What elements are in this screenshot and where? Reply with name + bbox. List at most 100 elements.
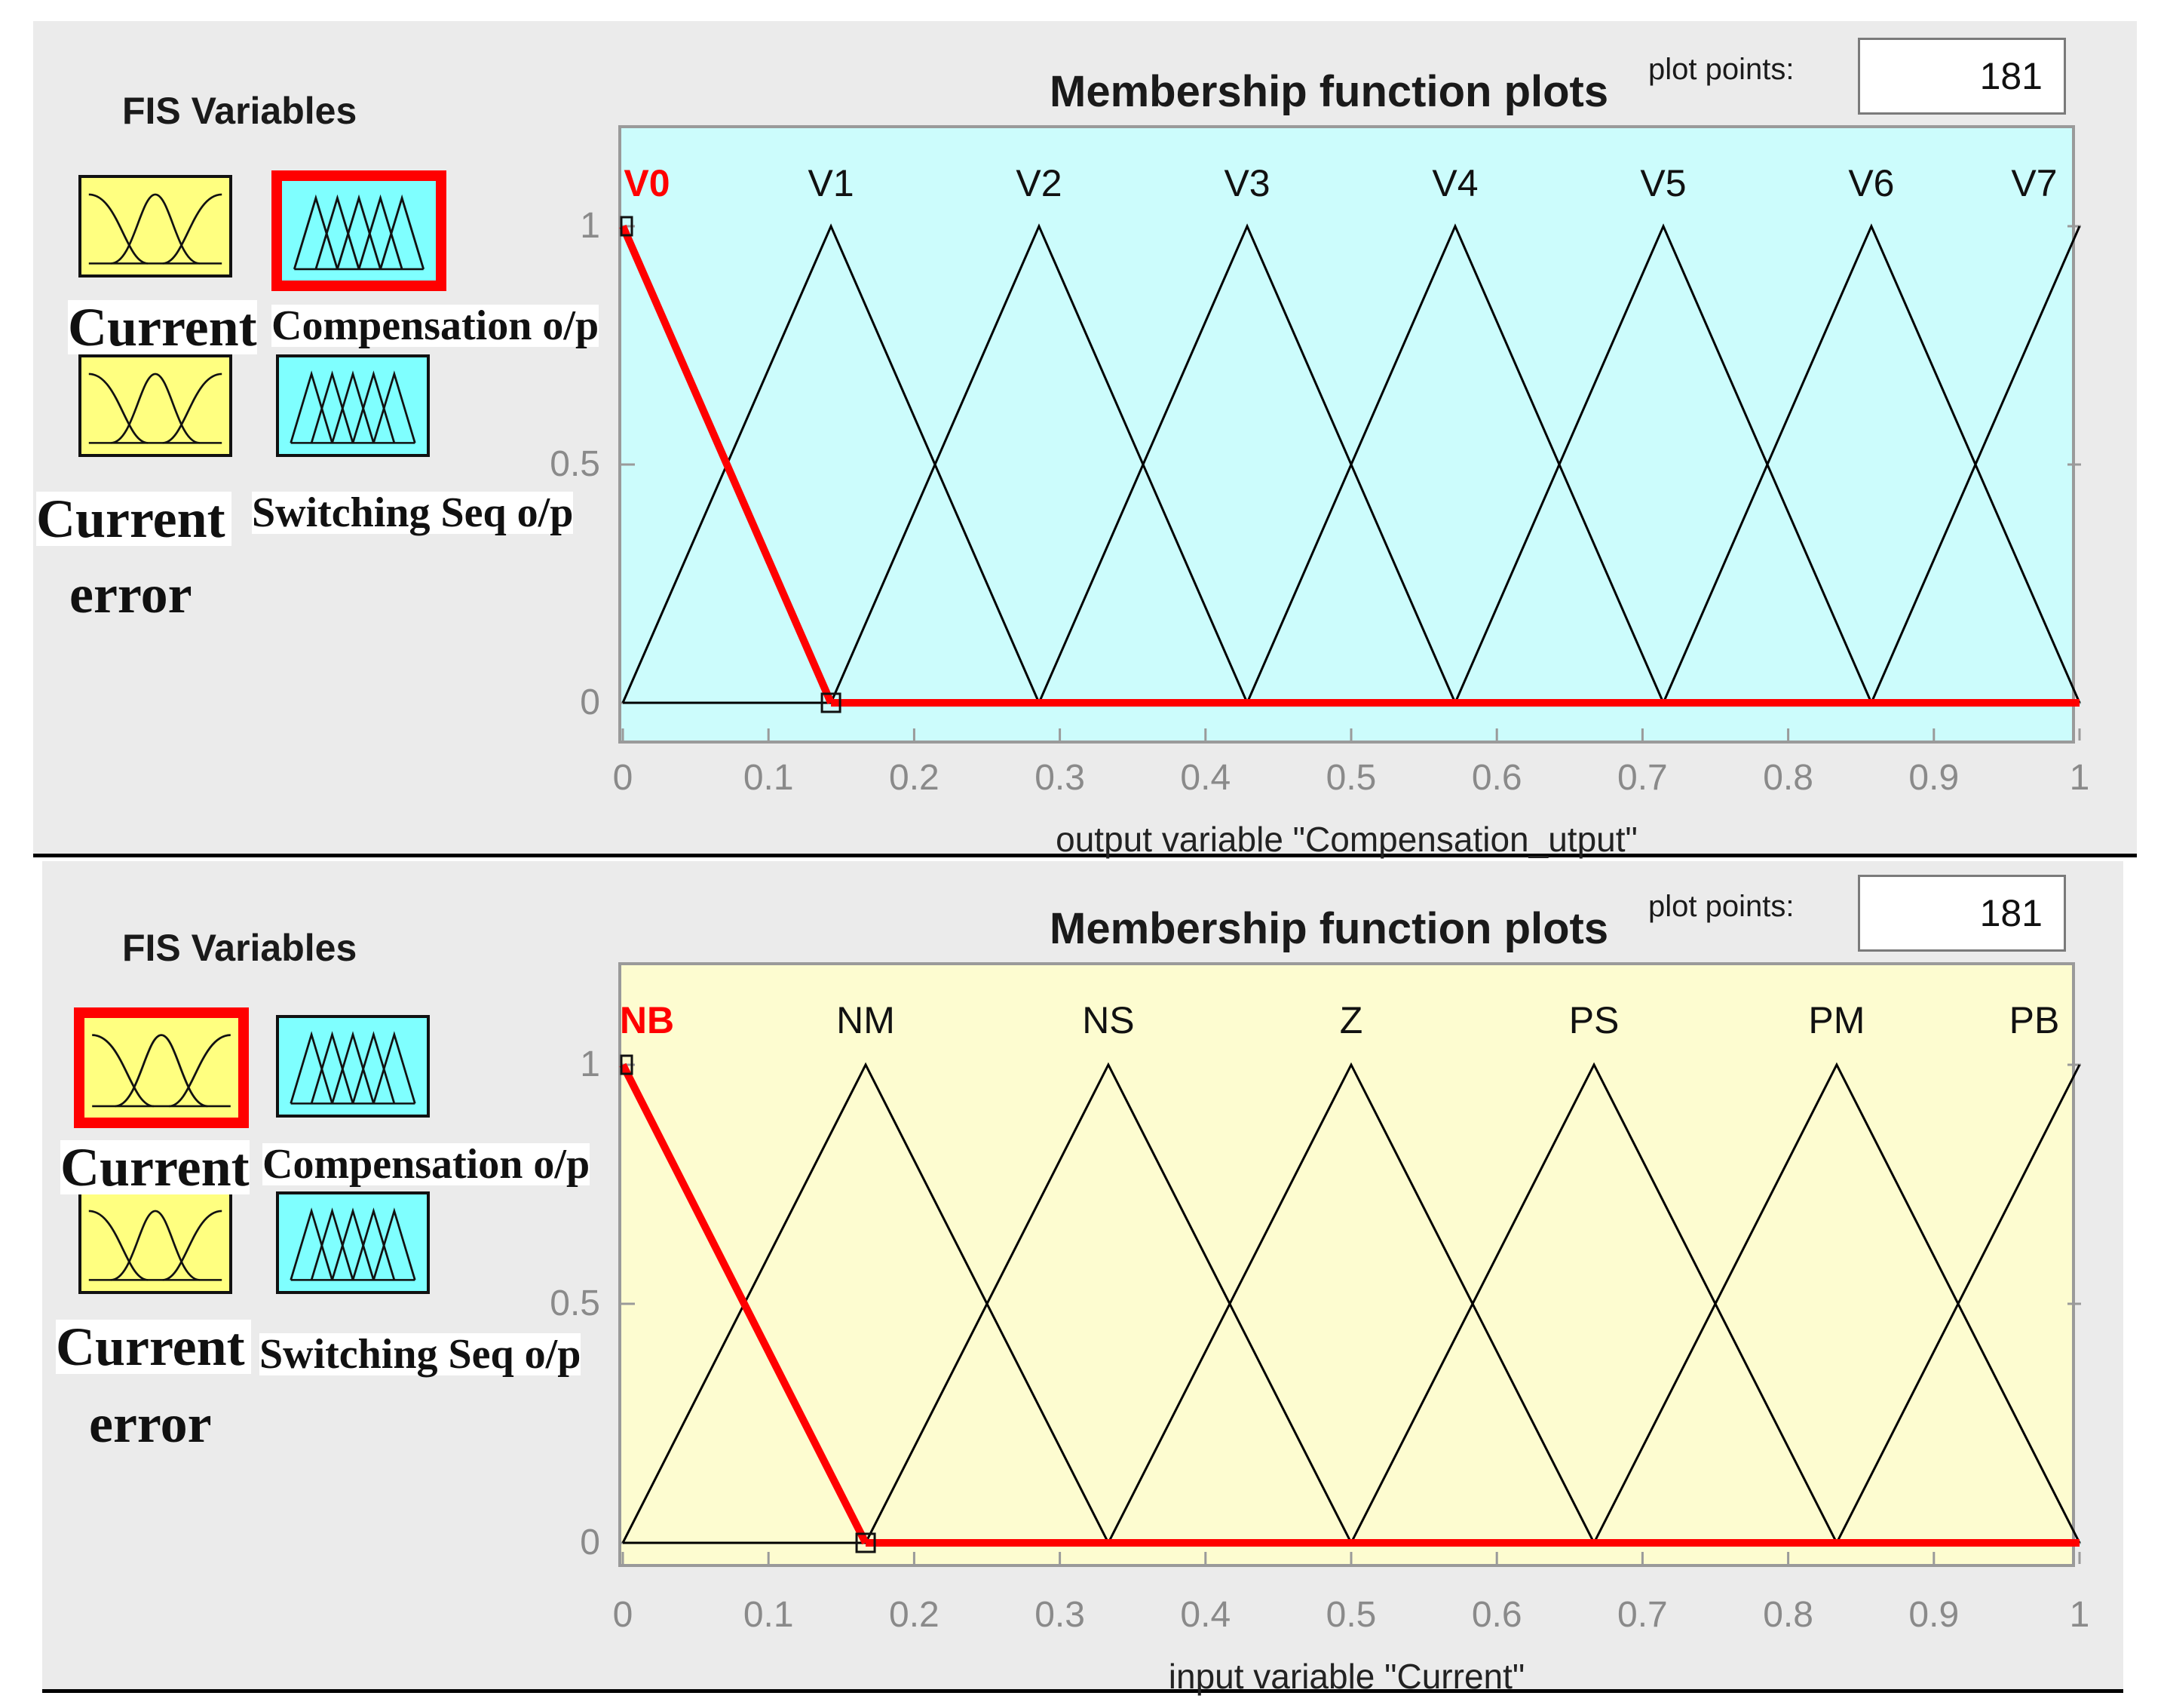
mf-name-label: V3 — [1224, 162, 1270, 204]
x-tick-label: 0.8 — [1763, 758, 1813, 798]
plot-points-input[interactable] — [1858, 38, 2066, 115]
x-tick-label: 1 — [2069, 1595, 2090, 1635]
x-tick-label: 0.9 — [1908, 758, 1960, 798]
input-mf-icon — [92, 1034, 231, 1108]
fis-label-switching: Switching Seq o/p — [259, 1331, 581, 1378]
mf-curve-v2 — [829, 223, 1249, 704]
x-tick-label: 0 — [612, 758, 633, 798]
x-tick-label: 0.2 — [889, 1595, 939, 1635]
mf-name-label: V5 — [1640, 162, 1687, 204]
x-tick-label: 0.4 — [1180, 1595, 1231, 1635]
mf-name-label: NM — [836, 999, 895, 1041]
fis-var-switching-tile[interactable] — [276, 1191, 430, 1294]
x-tick-label: 0.7 — [1617, 1595, 1668, 1635]
x-axis-label: output variable "Compensation_utput" — [1056, 820, 1638, 859]
mf-curve-ns — [864, 1062, 1353, 1544]
fis-label-current-error: Current — [36, 492, 231, 546]
fis-label-current-error: Current — [56, 1320, 251, 1374]
plot-title: Membership function plots — [1050, 67, 1609, 116]
mf-curve-v4 — [1246, 223, 1665, 704]
mf-name-label: PS — [1568, 999, 1620, 1041]
mf-curve-pm — [1592, 1062, 2081, 1544]
x-axis-label: input variable "Current" — [1168, 1657, 1525, 1696]
panel-divider — [33, 854, 2137, 857]
fis-label-switching: Switching Seq o/p — [252, 489, 574, 536]
x-tick-label: 0.5 — [1326, 758, 1377, 798]
fis-var-compensation-tile[interactable] — [271, 170, 446, 291]
input-mf-icon — [88, 193, 222, 265]
mf-curve-v1 — [621, 223, 1041, 704]
x-tick-label: 0 — [612, 1595, 633, 1635]
x-tick-label: 0.9 — [1908, 1595, 1960, 1635]
mf-name-label: V4 — [1432, 162, 1479, 204]
x-tick-label: 0.4 — [1180, 758, 1231, 798]
plot-points-label: plot points: — [1648, 53, 1795, 86]
mf-curve-pb — [1835, 1064, 2081, 1544]
mf-name-label: PM — [1808, 999, 1865, 1041]
x-tick-label: 0.3 — [1034, 1595, 1085, 1635]
fis-label-error: error — [69, 564, 192, 624]
input-mf-icon — [88, 1210, 222, 1281]
mf-curve-nb — [619, 1063, 869, 1545]
mf-vertex-handle — [620, 1054, 633, 1075]
fis-var-current-error-tile[interactable] — [78, 354, 232, 457]
y-tick-label: 1 — [580, 206, 600, 246]
fis-label-current: Current — [60, 1137, 250, 1197]
y-tick-label: 0 — [580, 682, 600, 722]
mf-name-label: V2 — [1016, 162, 1062, 204]
fis-var-compensation-tile[interactable] — [276, 1015, 430, 1118]
x-tick-label: 0.6 — [1471, 1595, 1522, 1635]
x-tick-label: 1 — [2069, 758, 2090, 798]
fis-label-current: Current — [68, 297, 257, 357]
mf-name-label: Z — [1339, 999, 1363, 1041]
x-tick-label: 0.1 — [743, 758, 794, 798]
panel-divider — [42, 1689, 2123, 1693]
mf-curve-v5 — [1454, 223, 1873, 704]
y-tick-label: 0.5 — [550, 1283, 600, 1323]
mf-curve-nm — [621, 1062, 1110, 1544]
x-tick-label: 0.1 — [743, 1595, 794, 1635]
fis-var-switching-tile[interactable] — [276, 354, 430, 457]
input-mf-icon — [88, 373, 222, 444]
membership-plot-area[interactable] — [618, 962, 2075, 1567]
fis-variables-title: FIS Variables — [122, 927, 357, 969]
mf-curve-ps — [1350, 1062, 1838, 1544]
x-tick-label: 0.3 — [1034, 758, 1085, 798]
y-tick-label: 1 — [580, 1044, 600, 1084]
output-mf-icon — [290, 1207, 416, 1281]
plot-title: Membership function plots — [1050, 904, 1609, 953]
mf-name-label: V6 — [1848, 162, 1895, 204]
fis-var-current-tile[interactable] — [78, 175, 232, 278]
x-tick-label: 0.2 — [889, 758, 939, 798]
mf-curve-z — [1107, 1062, 1595, 1544]
mf-name-label: NB — [619, 999, 675, 1041]
membership-plot-area[interactable] — [618, 125, 2075, 744]
x-tick-label: 0.6 — [1471, 758, 1522, 798]
x-tick-label: 0.5 — [1326, 1595, 1377, 1635]
fis-label-compensation: Compensation o/p — [262, 1141, 590, 1188]
output-mf-icon — [290, 370, 416, 444]
fis-label-error: error — [89, 1394, 212, 1454]
mf-curve-v0 — [619, 224, 835, 705]
y-tick-label: 0.5 — [550, 444, 600, 484]
mf-vertex-handle — [820, 692, 841, 713]
x-tick-label: 0.7 — [1617, 758, 1668, 798]
mf-name-label: PB — [2009, 999, 2060, 1041]
output-mf-icon — [290, 1031, 416, 1105]
fis-label-compensation: Compensation o/p — [271, 302, 599, 349]
plot-points-input[interactable] — [1858, 875, 2066, 952]
mf-name-label: V0 — [624, 162, 670, 204]
y-tick-label: 0 — [580, 1522, 600, 1562]
mf-curve-v3 — [1038, 223, 1457, 704]
mf-curve-v6 — [1662, 223, 2081, 704]
x-tick-label: 0.8 — [1763, 1595, 1813, 1635]
plot-points-label: plot points: — [1648, 890, 1795, 923]
output-mf-icon — [293, 194, 425, 271]
mf-name-label: V1 — [808, 162, 854, 204]
fis-var-current-tile[interactable] — [74, 1007, 249, 1128]
mf-curve-v7 — [1870, 225, 2081, 704]
mf-vertex-handle — [855, 1532, 876, 1553]
fis-variables-title: FIS Variables — [122, 90, 357, 132]
